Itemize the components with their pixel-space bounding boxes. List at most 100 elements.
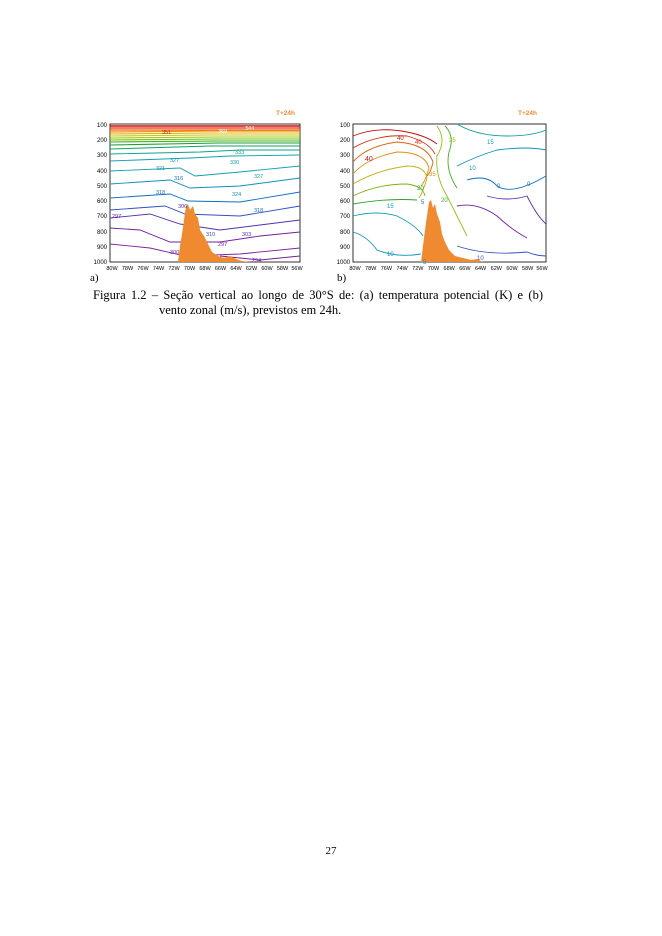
contour-line [352,151,430,187]
x-tick-label: 76W [137,266,149,272]
x-tick-label: 78W [122,266,134,272]
x-tick-label: 68W [199,266,211,272]
contour-line [109,138,300,141]
y-tick-label: 200 [97,138,108,144]
y-tick-label: 700 [97,214,108,220]
contour-label: 306 [178,204,187,210]
contour-label: 0 [527,182,531,188]
contour-label: 324 [232,192,241,198]
contour-line [352,129,438,145]
contour-label: 321 [156,166,165,172]
x-tick-label: 64W [475,266,487,272]
y-tick-label: 400 [340,169,351,175]
y-tick-label: 900 [340,245,351,251]
x-tick-label: 58W [277,266,289,272]
y-tick-label: 900 [97,245,108,251]
x-tick-label: 68W [444,266,456,272]
y-tick-label: 100 [340,123,351,129]
y-tick-labels: 100 200 300 400 500 600 700 800 900 1000 [337,123,351,266]
contour-label: 10 [477,256,484,262]
contour-label: 330 [230,160,239,166]
contour-line [219,255,301,261]
contour-line [109,130,300,133]
contour-line [486,195,547,225]
contour-label: 10 [387,252,394,258]
contour-line [352,165,428,199]
andes-orography [178,204,250,262]
contour-label: 297 [218,242,227,248]
y-tick-label: 1000 [337,260,351,266]
x-tick-label: 66W [215,266,227,272]
contour-label: 369 [218,129,227,135]
contour-line [466,175,547,190]
contour-line [352,231,422,256]
y-tick-label: 800 [340,230,351,236]
contour-label: 318 [156,190,165,196]
contour-line [456,123,547,137]
contour-line [352,212,424,237]
contour-line [109,154,301,162]
contour-label: 310 [206,232,215,238]
contour-line [109,165,301,177]
contour-label: 351 [162,130,171,136]
x-tick-label: 74W [396,266,408,272]
contour-label: 344 [245,126,254,132]
y-tick-label: 800 [97,230,108,236]
contour-label: 303 [242,232,251,238]
figure-panel-b: 100 200 300 400 500 600 700 800 900 1000… [337,106,552,284]
andes-orography [421,200,483,262]
contour-line [109,177,301,189]
contour-line [109,191,301,203]
panel-letter-b: b) [337,272,347,284]
contour-label: 300 [170,250,179,256]
x-tick-label: 80W [106,266,118,272]
contour-label: 294 [252,258,261,264]
contour-line [109,140,300,143]
contour-label: 0 [497,184,501,190]
x-tick-label: 60W [261,266,273,272]
y-tick-label: 700 [340,214,351,220]
x-tick-label: 72W [168,266,180,272]
x-tick-label: 78W [365,266,377,272]
contour-label: 5 [421,200,425,206]
contour-line [456,245,547,257]
y-tick-label: 500 [97,184,108,190]
x-tick-label: 56W [291,266,303,272]
y-tick-label: 100 [97,123,108,129]
zonal-wind-cross-section: 100 200 300 400 500 600 700 800 900 1000… [337,110,549,272]
contour-line [456,147,547,167]
contour-labels: 351 369 344 333 330 327 327 324 321 318 … [112,126,263,264]
x-tick-labels: 80W 78W 76W 74W 72W 70W 68W 66W 64W 62W … [106,266,303,272]
contour-label: 10 [469,166,476,172]
panel-letter-a: a) [90,272,99,284]
contour-line [109,149,300,155]
x-tick-label: 74W [153,266,165,272]
figure-caption: Figura 1.2 – Seção vertical ao longo de … [93,288,543,318]
contour-label: 327 [170,158,179,164]
figure-panel-a: 100 200 300 400 500 600 700 800 900 1000… [90,106,310,284]
contour-label: 25 [449,138,456,144]
contour-labels: 40 40 40 25 35 15 20 10 15 5 0 -5 10 20 … [365,136,531,266]
contour-line [352,135,436,155]
contour-label: 40 [397,136,404,142]
contour-line [109,142,300,146]
forecast-label: T+24h [518,110,537,117]
contour-line [109,132,300,135]
x-tick-label: 76W [381,266,393,272]
y-tick-label: 300 [97,153,108,159]
contour-label: 297 [112,214,121,220]
x-tick-label: 72W [412,266,424,272]
x-tick-label: 64W [230,266,242,272]
x-tick-label: 80W [349,266,361,272]
theta-cross-section: 100 200 300 400 500 600 700 800 900 1000… [94,110,304,272]
contour-line [109,145,300,150]
contour-line [352,183,426,197]
x-tick-label: 66W [459,266,471,272]
x-tick-label: 70W [428,266,440,272]
x-tick-label: 62W [246,266,258,272]
y-tick-labels: 100 200 300 400 500 600 700 800 900 1000 [94,123,108,266]
x-tick-label: 62W [491,266,503,272]
y-tick-label: 200 [340,138,351,144]
y-tick-label: 300 [340,153,351,159]
contour-label: 15 [387,204,394,210]
